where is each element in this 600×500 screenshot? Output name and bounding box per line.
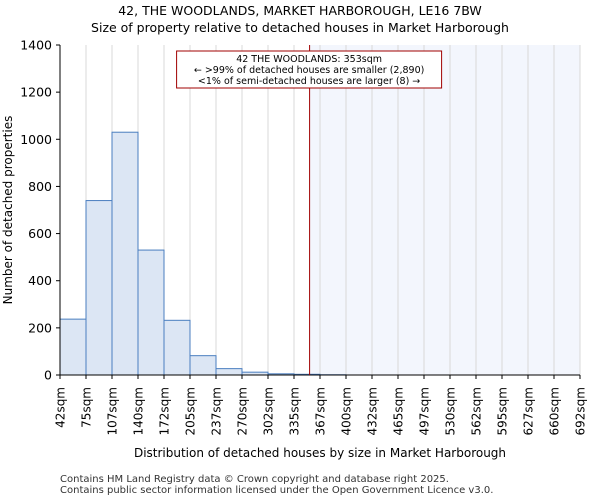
x-tick-label: 107sqm xyxy=(106,387,120,435)
y-tick-label: 600 xyxy=(28,226,52,241)
x-tick-label: 595sqm xyxy=(496,387,510,435)
marker-annotation-line-3: <1% of semi-detached houses are larger (… xyxy=(198,76,420,87)
chart-title: 42, THE WOODLANDS, MARKET HARBOROUGH, LE… xyxy=(118,3,482,18)
bar xyxy=(215,368,243,376)
x-tick-label: 270sqm xyxy=(236,387,250,435)
x-tick-label: 75sqm xyxy=(80,387,94,428)
y-tick-label: 800 xyxy=(28,179,52,194)
bar xyxy=(163,319,191,376)
bar xyxy=(59,318,87,376)
bar xyxy=(85,200,113,376)
bar xyxy=(137,249,165,376)
x-axis-label: Distribution of detached houses by size … xyxy=(134,446,506,460)
x-tick-label: 562sqm xyxy=(470,387,484,435)
highlight-region xyxy=(309,45,580,375)
bar xyxy=(189,355,217,376)
y-axis-label: Number of detached properties xyxy=(1,116,15,305)
x-tick-label: 335sqm xyxy=(288,387,302,435)
y-tick-label: 1000 xyxy=(20,132,52,147)
x-tick-label: 42sqm xyxy=(54,387,68,428)
footer-line-1: Contains HM Land Registry data © Crown c… xyxy=(60,474,449,485)
y-tick-label: 1200 xyxy=(20,85,52,100)
x-tick-label: 237sqm xyxy=(210,387,224,435)
x-tick-label: 660sqm xyxy=(548,387,562,435)
y-tick-label: 200 xyxy=(28,320,52,335)
x-tick-label: 205sqm xyxy=(184,387,198,435)
x-tick-label: 172sqm xyxy=(158,387,172,435)
footer-line-2: Contains public sector information licen… xyxy=(60,485,494,496)
marker-annotation-box xyxy=(176,50,443,89)
x-tick-label: 140sqm xyxy=(132,387,146,435)
x-tick-label: 367sqm xyxy=(314,387,328,435)
x-tick-label: 692sqm xyxy=(574,387,588,435)
x-tick-label: 530sqm xyxy=(444,387,458,435)
y-tick-label: 0 xyxy=(44,368,52,383)
y-tick-label: 1400 xyxy=(20,38,52,53)
marker-annotation-line-2: ← >99% of detached houses are smaller (2… xyxy=(194,65,425,76)
x-tick-label: 400sqm xyxy=(340,387,354,435)
x-tick-label: 432sqm xyxy=(366,387,380,435)
x-tick-label: 465sqm xyxy=(392,387,406,435)
x-tick-label: 497sqm xyxy=(418,387,432,435)
x-tick-label: 627sqm xyxy=(522,387,536,435)
marker-annotation-line-1: 42 THE WOODLANDS: 353sqm xyxy=(236,54,382,65)
bar xyxy=(111,131,139,376)
x-tick-label: 302sqm xyxy=(262,387,276,435)
chart-subtitle: Size of property relative to detached ho… xyxy=(91,20,509,35)
y-tick-label: 400 xyxy=(28,273,52,288)
